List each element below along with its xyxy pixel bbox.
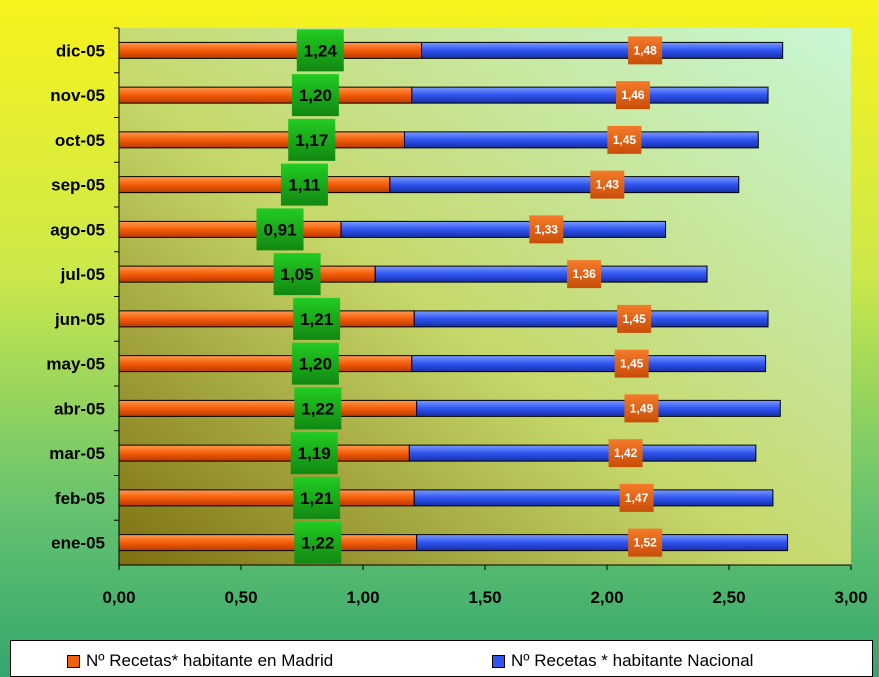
data-label-madrid: 1,05: [281, 265, 314, 284]
x-tick-label: 0,00: [102, 588, 135, 607]
bar-madrid: [119, 87, 412, 103]
data-label-nacional: 1,48: [633, 43, 657, 57]
x-tick-label: 0,50: [224, 588, 257, 607]
category-label: ago-05: [50, 220, 105, 239]
x-tick-label: 3,00: [834, 588, 867, 607]
bar-madrid: [119, 311, 414, 327]
category-label: jul-05: [60, 265, 105, 284]
data-label-nacional: 1,33: [535, 222, 559, 236]
bar-nacional: [409, 445, 755, 461]
data-label-madrid: 1,22: [301, 534, 334, 553]
x-tick-label: 1,00: [346, 588, 379, 607]
legend-label-madrid: Nº Recetas* habitante en Madrid: [86, 651, 333, 671]
category-label: may-05: [46, 355, 105, 374]
chart: 1,24 1,48 1,20 1,46 1,17 1,45 1,11 1,43 0,91 1,33…: [0, 0, 879, 640]
data-label-nacional: 1,46: [621, 88, 645, 102]
bar-nacional: [375, 266, 707, 282]
bar-nacional: [341, 221, 666, 237]
bar-nacional: [390, 177, 739, 193]
data-label-nacional: 1,45: [613, 133, 637, 147]
data-label-nacional: 1,52: [633, 536, 657, 550]
bar-madrid: [119, 42, 422, 58]
legend: Nº Recetas* habitante en Madrid Nº Recet…: [10, 640, 873, 677]
data-label-madrid: 1,22: [301, 399, 334, 418]
data-label-madrid: 1,20: [299, 86, 332, 105]
bar-nacional: [412, 87, 768, 103]
data-label-nacional: 1,45: [620, 357, 644, 371]
category-label: abr-05: [54, 399, 105, 418]
category-label: oct-05: [55, 131, 105, 150]
category-label: dic-05: [56, 41, 105, 60]
legend-item-madrid: Nº Recetas* habitante en Madrid: [67, 651, 333, 671]
data-label-madrid: 1,17: [295, 131, 328, 150]
bar-madrid: [119, 132, 404, 148]
data-label-madrid: 1,21: [300, 489, 333, 508]
x-tick-label: 1,50: [468, 588, 501, 607]
data-label-madrid: 1,20: [299, 355, 332, 374]
bar-nacional: [412, 356, 766, 372]
bar-madrid: [119, 356, 412, 372]
bar-madrid: [119, 221, 341, 237]
data-label-nacional: 1,43: [596, 178, 620, 192]
category-label: jun-05: [54, 310, 105, 329]
bar-nacional: [422, 42, 783, 58]
bar-madrid: [119, 535, 417, 551]
plot-area: [119, 28, 851, 565]
bar-madrid: [119, 445, 409, 461]
bar-nacional: [417, 535, 788, 551]
legend-swatch-nacional: [492, 655, 505, 668]
category-label: nov-05: [50, 86, 105, 105]
category-label: feb-05: [55, 489, 105, 508]
data-label-nacional: 1,42: [614, 446, 638, 460]
legend-label-nacional: Nº Recetas * habitante Nacional: [511, 651, 753, 671]
data-label-madrid: 1,19: [298, 444, 331, 463]
data-label-nacional: 1,36: [572, 267, 596, 281]
bar-madrid: [119, 177, 390, 193]
bar-madrid: [119, 400, 417, 416]
bar-nacional: [417, 400, 781, 416]
category-label: ene-05: [51, 534, 105, 553]
legend-item-nacional: Nº Recetas * habitante Nacional: [492, 651, 753, 671]
legend-swatch-madrid: [67, 655, 80, 668]
category-label: mar-05: [49, 444, 105, 463]
data-label-nacional: 1,47: [625, 491, 649, 505]
data-label-nacional: 1,45: [622, 312, 646, 326]
bar-nacional: [404, 132, 758, 148]
x-tick-label: 2,00: [590, 588, 623, 607]
data-label-nacional: 1,49: [630, 401, 654, 415]
data-label-madrid: 1,21: [300, 310, 333, 329]
data-label-madrid: 1,11: [288, 176, 320, 195]
bar-madrid: [119, 490, 414, 506]
bar-nacional: [414, 311, 768, 327]
bar-madrid: [119, 266, 375, 282]
bar-nacional: [414, 490, 773, 506]
x-tick-label: 2,50: [712, 588, 745, 607]
data-label-madrid: 1,24: [304, 41, 338, 60]
data-label-madrid: 0,91: [263, 220, 296, 239]
category-label: sep-05: [51, 176, 105, 195]
